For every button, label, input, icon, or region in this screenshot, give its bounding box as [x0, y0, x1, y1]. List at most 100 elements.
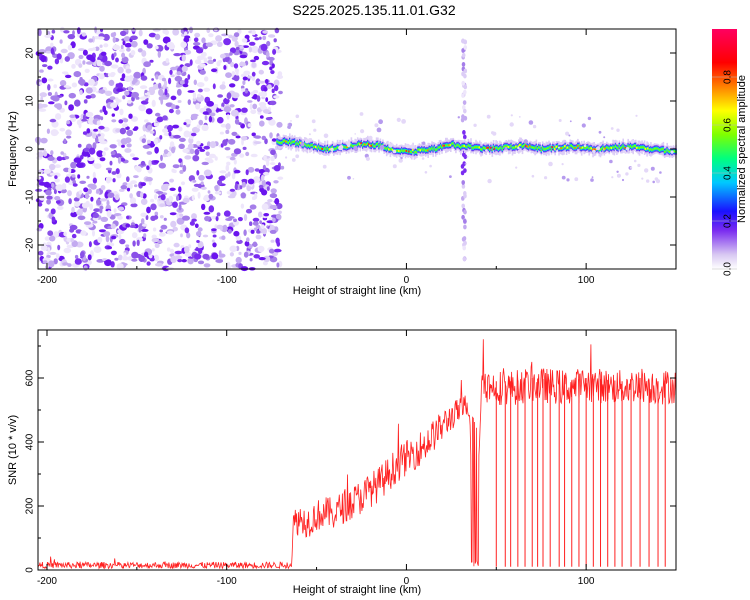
noise-blob [225, 123, 231, 130]
noise-blob [50, 47, 55, 55]
ridge-scatter [285, 156, 288, 159]
noise-blob [184, 227, 190, 234]
ridge-peak [315, 146, 318, 148]
ridge-peak [555, 145, 559, 148]
noise-blob [191, 113, 199, 117]
ridge-cell [344, 146, 346, 148]
noise-blob [54, 164, 61, 169]
noise-blob [239, 54, 248, 59]
ridge-cell [389, 148, 392, 151]
noise-blob [119, 127, 126, 135]
noise-blob [196, 124, 201, 129]
noise-blob [226, 161, 231, 166]
noise-blob [183, 122, 187, 126]
noise-blob [82, 60, 86, 65]
noise-blob [184, 49, 192, 55]
noise-blob [49, 251, 57, 255]
noise-blob [199, 69, 206, 75]
noise-blob [227, 195, 236, 199]
noise-blob [203, 263, 211, 268]
noise-blob [145, 215, 149, 220]
noise-blob [57, 205, 64, 210]
noise-blob [117, 229, 123, 234]
noise-blob [221, 102, 225, 108]
ridge-scatter [641, 177, 644, 180]
noise-blob [37, 151, 44, 158]
noise-blob [254, 168, 260, 172]
ridge-scatter [616, 170, 619, 173]
noise-blob [87, 254, 92, 261]
noise-blob [152, 227, 157, 232]
noise-blob [245, 169, 249, 176]
noise-blob [256, 230, 261, 234]
noise-blob [202, 253, 210, 260]
noise-blob [67, 44, 73, 51]
ridge-cell [619, 147, 622, 150]
ridge-cell [668, 151, 671, 153]
noise-blob [227, 264, 231, 270]
noise-blob [136, 239, 140, 246]
noise-blob [245, 208, 253, 214]
noise-blob [43, 169, 51, 174]
noise-blob [45, 190, 52, 196]
noise-blob [221, 106, 224, 111]
noise-blob [50, 42, 54, 48]
ridge-cell [281, 141, 284, 144]
ridge-cell [502, 146, 505, 148]
noise-blob [146, 124, 153, 131]
noise-blob [197, 260, 205, 265]
noise-blob [251, 29, 256, 36]
ridge-cell [640, 146, 642, 149]
noise-blob [109, 160, 113, 166]
noise-blob [233, 148, 242, 155]
noise-blob [223, 97, 230, 105]
noise-blob [207, 59, 214, 65]
ridge-scatter [313, 128, 317, 132]
ridge-cell [441, 146, 443, 149]
noise-blob [65, 129, 72, 136]
noise-blob [250, 109, 257, 115]
noise-blob [103, 43, 109, 48]
noise-blob [266, 40, 271, 47]
noise-blob [208, 193, 214, 200]
noise-blob [225, 129, 230, 134]
ridge-scatter [400, 156, 403, 160]
noise-blob [166, 247, 171, 252]
noise-blob [80, 230, 87, 236]
ridge-cell [334, 148, 336, 150]
noise-blob [71, 63, 76, 69]
ridge-cell [492, 146, 495, 148]
ridge-scatter [566, 178, 570, 182]
noise-blob [107, 192, 115, 198]
noise-blob [100, 116, 104, 121]
ridge-peak [526, 145, 530, 148]
noise-blob [98, 73, 105, 80]
noise-blob [271, 138, 277, 142]
noise-blob [131, 258, 138, 262]
noise-blob [197, 191, 201, 199]
noise-blob [92, 142, 97, 150]
noise-blob [55, 200, 61, 204]
ridge-scatter [590, 178, 594, 182]
noise-blob [207, 190, 211, 194]
ridge-scatter [565, 131, 570, 136]
noise-blob [128, 75, 134, 82]
noise-blob [112, 178, 116, 183]
noise-blob [126, 187, 131, 192]
ridge-cell [631, 146, 633, 149]
noise-blob [141, 50, 147, 57]
ridge-cell [642, 146, 645, 148]
noise-blob [63, 247, 72, 254]
ridge-cell [635, 145, 637, 147]
noise-blob [246, 237, 250, 243]
noise-blob [196, 47, 204, 54]
noise-blob [103, 231, 111, 237]
noise-blob [184, 155, 192, 160]
noise-blob [265, 117, 272, 121]
ridge-cell [456, 144, 458, 146]
noise-blob [169, 212, 177, 216]
ridge-cell [638, 147, 641, 149]
ridge-peak [517, 145, 521, 148]
noise-blob [202, 234, 209, 238]
ridge-peak [590, 147, 594, 150]
